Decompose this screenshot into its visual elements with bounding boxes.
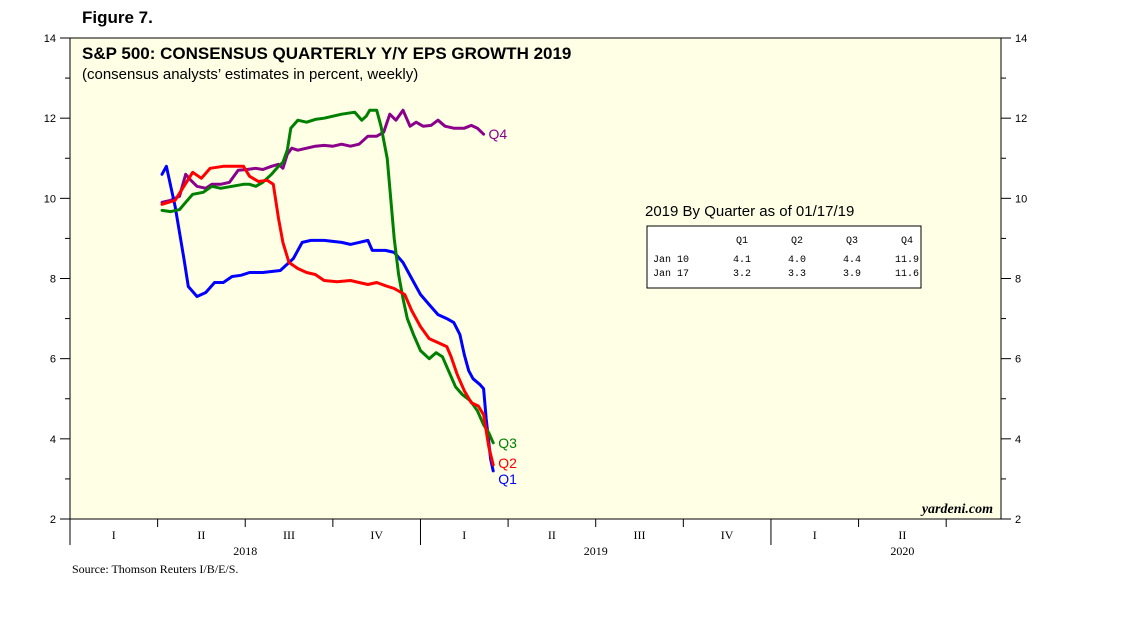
y-tick-label-left: 8: [50, 274, 56, 286]
series-line-q3: [160, 108, 495, 445]
y-tick-label-left: 6: [50, 354, 56, 366]
watermark: yardeni.com: [920, 502, 993, 517]
x-quarter-label: III: [634, 528, 646, 542]
x-quarter-label: III: [283, 528, 295, 542]
y-tick-label-left: 2: [50, 514, 56, 526]
table-col-header: Q4: [901, 236, 913, 247]
y-tick-label-left: 4: [50, 434, 56, 446]
table-cell: 11.9: [895, 255, 919, 266]
table-col-header: Q1: [736, 236, 748, 247]
y-tick-label-right: 8: [1015, 274, 1021, 286]
table-box: [646, 225, 922, 289]
y-tick-label-right: 2: [1015, 514, 1021, 526]
x-quarter-label: II: [548, 528, 556, 542]
end-label-q2: Q2: [498, 455, 517, 471]
table-cell: 4.1: [733, 255, 751, 266]
series-line-q1: [160, 164, 495, 473]
table-cell: 4.4: [843, 255, 861, 266]
y-tick-label-right: 12: [1015, 113, 1027, 125]
table-row-label: Jan 10: [653, 255, 689, 266]
table-title: 2019 By Quarter as of 01/17/19: [645, 203, 854, 220]
x-quarter-label: IV: [721, 528, 734, 542]
x-year-label: 2019: [584, 544, 608, 558]
x-year-label: 2018: [233, 544, 257, 558]
table-cell: 11.6: [895, 269, 919, 280]
chart-title: S&P 500: CONSENSUS QUARTERLY Y/Y EPS GRO…: [82, 44, 571, 63]
y-tick-label-left: 12: [44, 113, 56, 125]
table-cell: 3.9: [843, 269, 861, 280]
x-quarter-label: I: [112, 528, 116, 542]
chart-subtitle: (consensus analysts’ estimates in percen…: [82, 66, 418, 83]
table-cell: 3.2: [733, 269, 751, 280]
y-tick-label-left: 14: [44, 33, 56, 45]
x-quarter-label: II: [197, 528, 205, 542]
y-tick-label-right: 14: [1015, 33, 1027, 45]
x-quarter-label: I: [813, 528, 817, 542]
table-col-header: Q2: [791, 236, 803, 247]
y-tick-label-right: 10: [1015, 193, 1027, 205]
series-line-q4: [160, 108, 486, 204]
y-tick-label-right: 6: [1015, 354, 1021, 366]
series-line-q2: [160, 164, 495, 467]
end-label-q1: Q1: [498, 471, 517, 487]
x-quarter-label: II: [898, 528, 906, 542]
x-quarter-label: IV: [370, 528, 383, 542]
x-year-label: 2020: [890, 544, 914, 558]
table-cell: 4.0: [788, 255, 806, 266]
x-quarter-label: I: [462, 528, 466, 542]
table-col-header: Q3: [846, 236, 858, 247]
source-note: Source: Thomson Reuters I/B/E/S.: [72, 562, 238, 576]
y-tick-label-left: 10: [44, 193, 56, 205]
table-cell: 3.3: [788, 269, 806, 280]
end-label-q3: Q3: [498, 435, 517, 451]
table-row-label: Jan 17: [653, 269, 689, 280]
y-tick-label-right: 4: [1015, 434, 1021, 446]
end-label-q4: Q4: [489, 126, 508, 142]
figure-label: Figure 7.: [82, 8, 153, 27]
